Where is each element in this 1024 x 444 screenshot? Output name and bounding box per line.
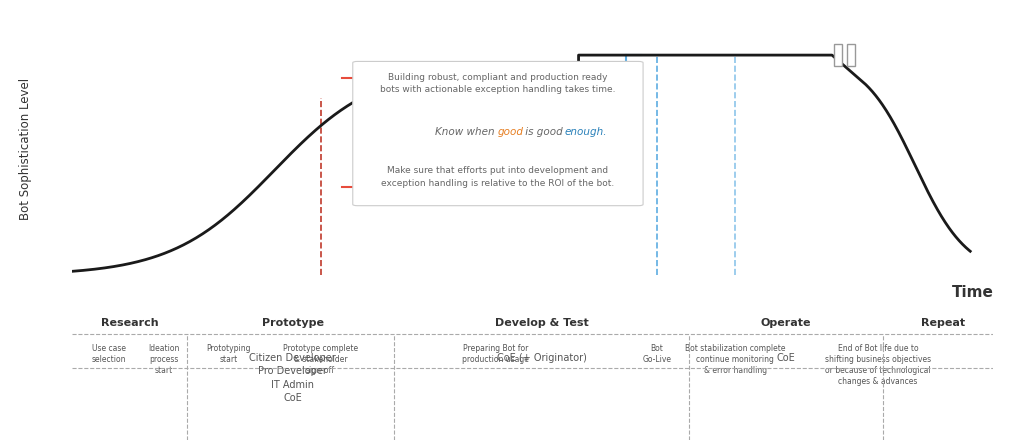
Text: Know when: Know when [435,127,498,137]
Text: is good: is good [522,127,566,137]
Text: Bot stabilization complete
continue monitoring
& error handling: Bot stabilization complete continue moni… [685,344,785,375]
Text: CoE: CoE [776,353,796,363]
Text: Repeat: Repeat [921,318,965,328]
Text: Citizen Developer
Pro Developer
IT Admin
CoE: Citizen Developer Pro Developer IT Admin… [250,353,336,403]
Text: Preparing Bot for
production usage: Preparing Bot for production usage [462,344,529,364]
Text: Bot
Go-Live: Bot Go-Live [642,344,672,364]
Text: Research: Research [101,318,159,328]
Bar [847,44,855,67]
Text: Prototyping
start: Prototyping start [206,344,251,364]
Text: Make sure that efforts put into development and
exception handling is relative t: Make sure that efforts put into developm… [381,166,614,188]
Text: Building robust, compliant and production ready
bots with actionable exception h: Building robust, compliant and productio… [380,73,615,94]
Text: Operate: Operate [761,318,811,328]
Text: good: good [498,127,524,137]
Text: Prototype complete
& stakeholder
sign-off: Prototype complete & stakeholder sign-of… [283,344,358,375]
Text: CoE (+ Originator): CoE (+ Originator) [497,353,587,363]
Text: Use case
selection: Use case selection [91,344,126,364]
Text: Develop & Test: Develop & Test [495,318,589,328]
Text: End of Bot life due to
shifting business objectives
or because of technological
: End of Bot life due to shifting business… [825,344,931,386]
Bar [834,44,842,67]
Text: Time: Time [952,285,994,301]
Text: Prototype: Prototype [262,318,324,328]
Text: enough.: enough. [564,127,607,137]
FancyBboxPatch shape [352,61,643,206]
Text: Bot Sophistication Level: Bot Sophistication Level [19,78,32,220]
Text: Ideation
process
start: Ideation process start [148,344,179,375]
